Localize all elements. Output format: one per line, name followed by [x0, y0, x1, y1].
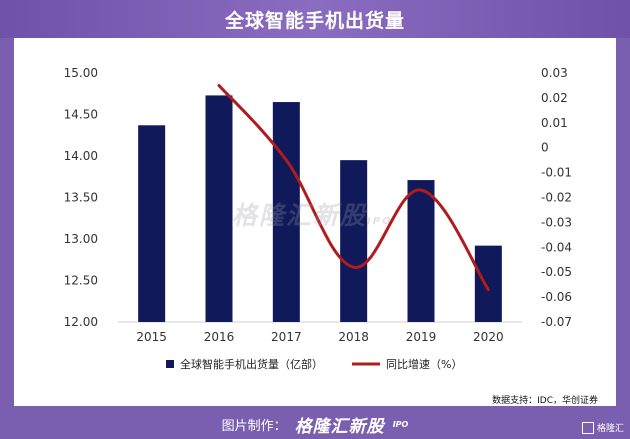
y-left-tick-label: 14.50 — [64, 108, 98, 122]
footer-ipo-logo: IPO — [392, 420, 409, 429]
chart-panel — [14, 38, 616, 406]
footer-label: 图片制作： — [221, 419, 287, 434]
footer: 图片制作： 格隆汇新股 IPO — [0, 410, 630, 439]
y-right-tick-label: -0.07 — [541, 315, 572, 329]
legend-label-line: 同比增速（%） — [386, 357, 462, 371]
y-right-tick-label: -0.01 — [541, 166, 572, 180]
corner-logo-icon — [581, 421, 594, 434]
y-right-tick-label: 0 — [541, 141, 549, 155]
watermark-text: 格隆汇新股 — [232, 201, 368, 230]
x-tick-label: 2017 — [271, 330, 302, 344]
y-right-tick-label: 0.03 — [541, 66, 568, 80]
x-tick-label: 2015 — [136, 330, 167, 344]
legend-label-bar: 全球智能手机出货量（亿部） — [180, 357, 323, 371]
chart-title: 全球智能手机出货量 — [224, 9, 405, 32]
bar — [272, 102, 300, 322]
watermark-ipo: IPO — [367, 216, 393, 227]
x-tick-label: 2016 — [204, 330, 235, 344]
bar — [340, 160, 368, 322]
y-right-tick-label: -0.05 — [541, 265, 572, 279]
bar — [407, 180, 435, 322]
corner-logo: 格隆汇 — [581, 421, 624, 434]
y-left-tick-label: 14.00 — [64, 149, 98, 163]
y-right-tick-label: 0.02 — [541, 91, 568, 105]
x-tick-label: 2019 — [406, 330, 437, 344]
y-right-tick-label: -0.02 — [541, 191, 572, 205]
y-left-tick-label: 13.50 — [64, 191, 98, 205]
legend-swatch-bar — [166, 360, 174, 368]
footer-brand-logo: 格隆汇新股 — [294, 417, 385, 437]
bar — [474, 245, 502, 322]
watermark-logo: 格隆汇新股IPO — [232, 196, 393, 232]
y-left-tick-label: 12.00 — [64, 315, 98, 329]
y-right-tick-label: -0.04 — [541, 240, 572, 254]
corner-logo-text: 格隆汇 — [596, 424, 624, 434]
y-right-tick-label: -0.03 — [541, 215, 572, 229]
x-tick-label: 2020 — [473, 330, 504, 344]
y-right-tick-label: -0.06 — [541, 290, 572, 304]
x-tick-label: 2018 — [338, 330, 369, 344]
source-note: 数据支持：IDC，华创证券 — [492, 396, 598, 406]
bar — [205, 95, 233, 322]
y-left-tick-label: 12.50 — [64, 274, 98, 288]
header-banner: 全球智能手机出货量 — [0, 0, 630, 38]
y-left-tick-label: 15.00 — [64, 66, 98, 80]
y-right-tick-label: 0.01 — [541, 116, 568, 130]
bar — [138, 125, 166, 322]
y-left-tick-label: 13.00 — [64, 232, 98, 246]
